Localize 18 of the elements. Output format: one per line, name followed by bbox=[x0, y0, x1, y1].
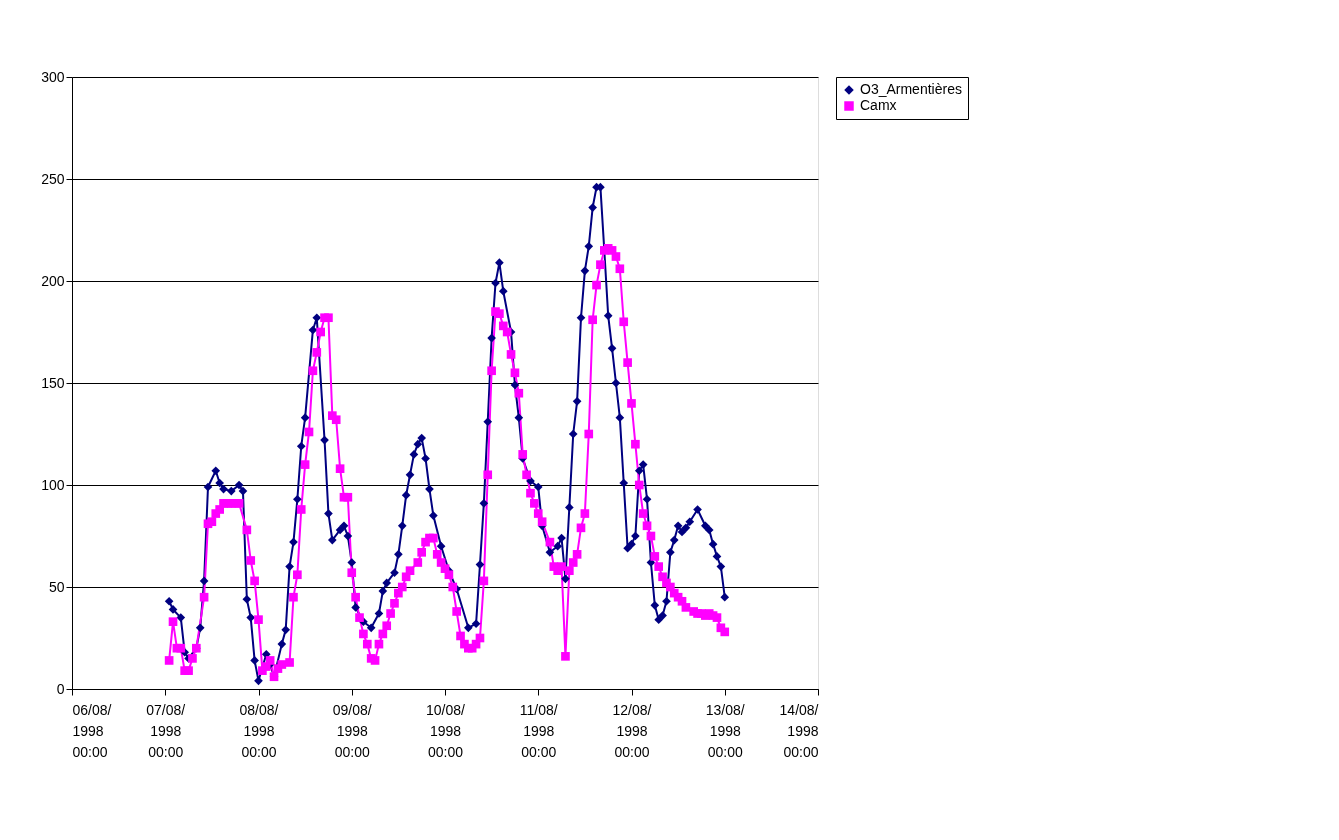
y-tick-label: 200 bbox=[41, 272, 65, 289]
x-tick-label: 09/08/ 1998 00:00 bbox=[332, 701, 372, 760]
legend-label: O3_Armentières bbox=[860, 81, 962, 97]
x-tick-label: 08/08/ 1998 00:00 bbox=[239, 701, 279, 760]
y-tick-label: 0 bbox=[56, 680, 65, 697]
x-tick-label: 06/08/ 1998 00:00 bbox=[72, 701, 112, 760]
y-tick-label: 250 bbox=[41, 170, 65, 187]
x-tick-label: 12/08/ 1998 00:00 bbox=[612, 701, 652, 760]
legend-label: Camx bbox=[860, 97, 897, 113]
y-tick-label: 100 bbox=[41, 476, 65, 493]
x-tick-label: 11/08/ 1998 00:00 bbox=[519, 701, 558, 760]
x-tick-label: 10/08/ 1998 00:00 bbox=[426, 701, 466, 760]
x-tick-label: 14/08/ 1998 00:00 bbox=[779, 701, 819, 760]
x-tick-label: 07/08/ 1998 00:00 bbox=[146, 701, 186, 760]
y-tick-label: 150 bbox=[41, 374, 65, 391]
y-tick-label: 50 bbox=[48, 578, 65, 595]
y-tick-label: 300 bbox=[41, 68, 65, 85]
x-tick-label: 13/08/ 1998 00:00 bbox=[705, 701, 745, 760]
